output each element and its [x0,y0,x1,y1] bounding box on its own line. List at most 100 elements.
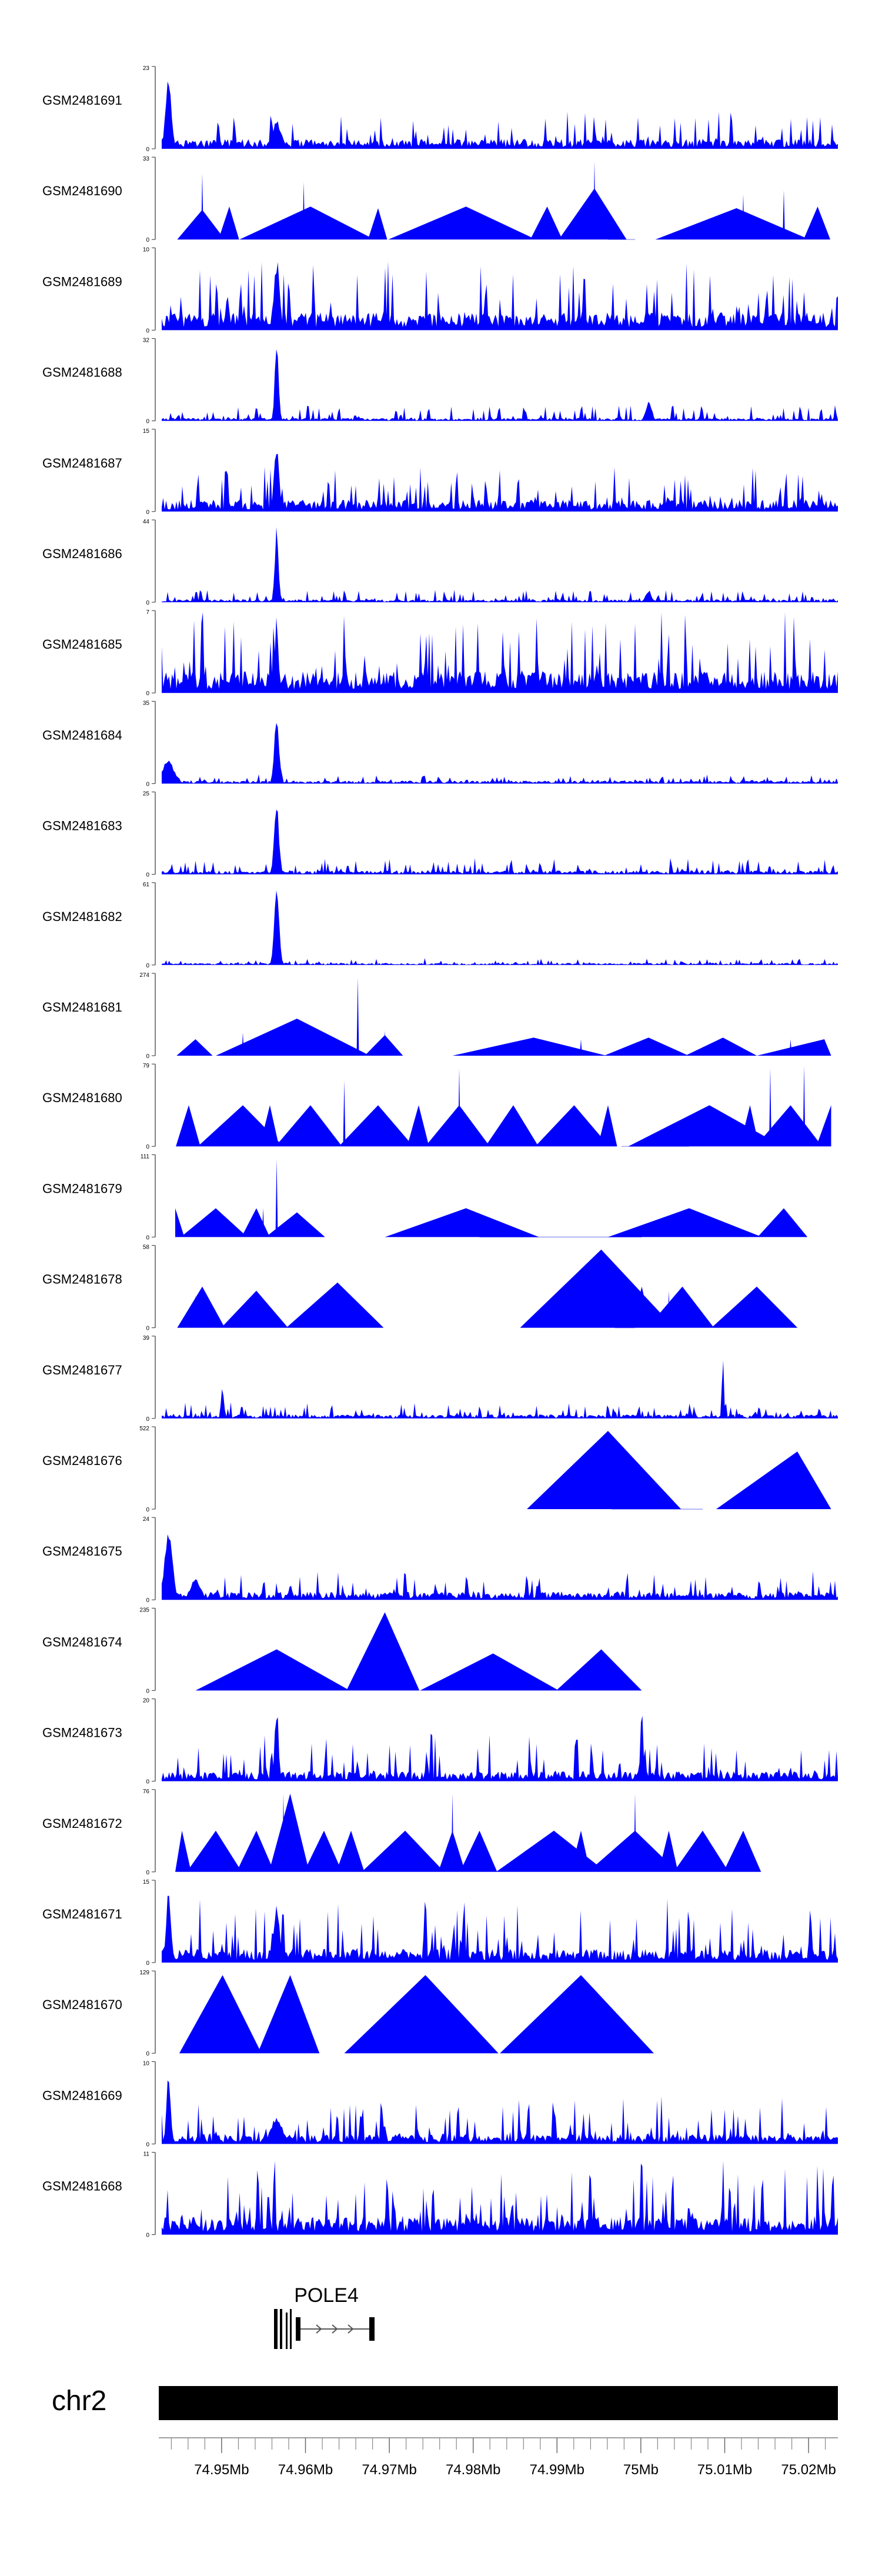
coverage-area [177,161,830,240]
y-max-label: 25 [143,791,150,798]
y-min-label: 0 [146,1870,149,1876]
y-min-label: 0 [146,237,149,243]
y-min-label: 0 [146,1053,149,1060]
y-min-label: 0 [146,2141,149,2148]
y-max-label: 11 [143,2151,150,2158]
track-GSM2481677: GSM2481677 39 0 [42,1335,838,1423]
y-min-label: 0 [146,1234,149,1241]
coverage-area [162,2160,838,2235]
coverage-area [179,1975,654,2054]
coverage-area [162,261,838,331]
y-min-label: 0 [146,146,149,153]
track-GSM2481681: GSM2481681 274 0 [42,972,831,1060]
coverage-area [176,1066,831,1147]
track-GSM2481668: GSM2481668 11 0 [42,2151,838,2239]
y-min-label: 0 [146,600,149,606]
track-GSM2481679: GSM2481679 111 0 [42,1153,808,1241]
track-label: GSM2481684 [42,728,122,742]
y-min-label: 0 [146,1416,149,1423]
y-max-label: 58 [143,1244,150,1251]
y-min-label: 0 [146,1597,149,1604]
track-GSM2481676: GSM2481676 522 0 [42,1426,831,1513]
track-label: GSM2481676 [42,1453,122,1468]
track-label: GSM2481685 [42,637,122,652]
coverage-area [175,1159,808,1237]
coverage-area [177,1249,798,1328]
track-label: GSM2481677 [42,1363,122,1377]
y-min-label: 0 [146,1779,149,1786]
y-min-label: 0 [146,1144,149,1150]
coverage-area [162,349,838,421]
y-max-label: 39 [143,1335,150,1342]
coverage-area [162,1360,838,1419]
y-min-label: 0 [146,690,149,697]
gene-name-label: POLE4 [294,2284,359,2307]
track-label: GSM2481673 [42,1726,122,1740]
y-max-label: 35 [143,700,150,706]
y-max-label: 15 [143,428,150,435]
y-max-label: 10 [143,2060,150,2067]
chromosome-label: chr2 [52,2385,106,2417]
track-GSM2481687: GSM2481687 15 0 [42,428,838,516]
track-label: GSM2481681 [42,1000,122,1015]
x-tick-label: 75Mb [623,2462,659,2478]
track-label: GSM2481680 [42,1090,122,1105]
coverage-area [162,1716,838,1781]
y-min-label: 0 [146,781,149,788]
gene-exon [369,2317,375,2341]
x-tick-label: 74.99Mb [530,2462,584,2478]
track-label: GSM2481671 [42,1907,122,1921]
track-GSM2481673: GSM2481673 20 0 [42,1698,838,1786]
x-tick-label: 74.97Mb [362,2462,416,2478]
x-tick-label: 75.01Mb [697,2462,752,2478]
y-max-label: 7 [146,609,149,616]
track-GSM2481680: GSM2481680 79 0 [42,1063,831,1150]
track-GSM2481683: GSM2481683 25 0 [42,791,838,879]
y-max-label: 129 [139,1970,149,1976]
strand-arrows [316,2324,354,2334]
coverage-area [162,612,838,693]
coverage-area [162,527,838,602]
track-label: GSM2481689 [42,274,122,289]
coverage-area [162,453,838,512]
track-GSM2481670: GSM2481670 129 0 [42,1970,654,2057]
track-label: GSM2481683 [42,819,122,833]
y-min-label: 0 [146,509,149,516]
gene-exon [280,2309,282,2349]
y-min-label: 0 [146,1507,149,1513]
track-label: GSM2481670 [42,1997,122,2012]
coverage-area [162,81,838,149]
y-max-label: 79 [143,1063,150,1069]
x-tick-label: 74.96Mb [278,2462,333,2478]
y-max-label: 10 [143,246,150,253]
gene-exon [286,2313,288,2349]
track-GSM2481691: GSM2481691 23 0 [42,65,838,153]
y-max-label: 23 [143,65,150,72]
track-label: GSM2481682 [42,909,122,924]
coverage-area [175,1793,761,1872]
coverage-area [527,1431,831,1509]
track-panel: GSM2481691230GSM2481690330GSM2481689100G… [42,65,838,2239]
coverage-area [162,1896,838,1963]
coverage-area [162,1534,838,1600]
track-label: GSM2481669 [42,2088,122,2103]
track-GSM2481675: GSM2481675 24 0 [42,1516,838,1604]
y-max-label: 274 [139,972,149,979]
track-GSM2481685: GSM2481685 7 0 [42,609,838,697]
track-GSM2481669: GSM2481669 10 0 [42,2060,838,2148]
track-GSM2481671: GSM2481671 15 0 [42,1879,838,1967]
coverage-area [162,723,838,784]
track-GSM2481678: GSM2481678 58 0 [42,1244,798,1332]
chromosome-bar [159,2386,838,2420]
x-tick-label: 74.98Mb [446,2462,500,2478]
track-label: GSM2481691 [42,93,122,108]
chromosome-ideogram: chr2 [52,2385,838,2420]
gene-exon [274,2309,278,2349]
track-GSM2481672: GSM2481672 76 0 [42,1788,761,1876]
y-min-label: 0 [146,872,149,879]
y-max-label: 24 [143,1516,150,1523]
track-GSM2481682: GSM2481682 61 0 [42,882,838,969]
y-min-label: 0 [146,2051,149,2057]
x-axis: 74.95Mb 74.96Mb 74.97Mb 74.98Mb 74.99Mb 75Mb 7… [159,2437,838,2478]
